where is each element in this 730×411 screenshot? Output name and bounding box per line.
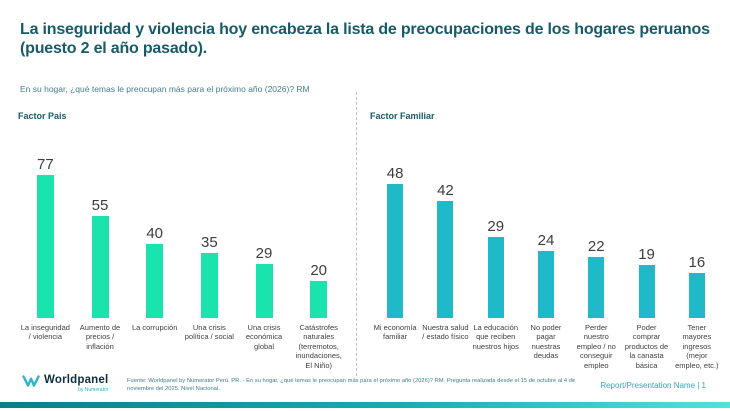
- bar: [688, 273, 705, 318]
- bar-column: 55 Aumento de precios / inflación: [73, 123, 128, 370]
- bar-value-label: 29: [255, 245, 273, 262]
- logo-sub-label: by Numerator: [78, 387, 109, 393]
- worldpanel-logo: Worldpanel by Numerator: [22, 374, 108, 393]
- category-label: Una crisis política / social: [184, 323, 234, 342]
- bar-wrap: 77: [36, 123, 54, 318]
- bar-column: 29 Una crisis económica global: [237, 123, 292, 370]
- category-label: Una crisis económica global: [245, 323, 283, 351]
- bars-row: 77 La inseguridad / violencia 55 Aumento de…: [18, 123, 346, 370]
- bar: [638, 265, 655, 318]
- bottom-accent-bar: [0, 402, 730, 408]
- bar: [537, 251, 554, 318]
- worldpanel-logo-icon: [22, 374, 40, 393]
- panel-divider: [356, 92, 357, 376]
- bar-wrap: 35: [200, 123, 218, 318]
- bar-column: 42 Nuestra salud / estado físico: [420, 123, 470, 370]
- bar-column: 22 Perder nuestro empleo / no conseguir e…: [571, 123, 621, 370]
- bar-value-label: 35: [201, 234, 218, 251]
- bar-wrap: 16: [688, 123, 705, 318]
- category-label: Poder comprar productos de la canasta bá…: [624, 323, 669, 370]
- logo-main-label: Worldpanel: [44, 374, 109, 386]
- bar-column: 20 Catástrofes naturales (terremotos, inu…: [291, 123, 346, 370]
- bar: [487, 237, 504, 318]
- bar: [437, 201, 454, 318]
- chart-title-factor-familiar: Factor Familiar: [370, 111, 435, 121]
- bars-row: 48 Mi economía familiar 42 Nuestra salud / …: [370, 123, 722, 370]
- bar: [387, 184, 404, 318]
- bar-column: 16 Tener mayores ingresos (mejor empleo, …: [672, 123, 722, 370]
- bar-wrap: 55: [91, 123, 109, 318]
- bar-wrap: 22: [588, 123, 605, 318]
- category-label: Mi economía familiar: [373, 323, 417, 342]
- bar-value-label: 40: [146, 225, 164, 242]
- bar-value-label: 19: [638, 246, 655, 263]
- source-footnote: Fuente: Worldpanel by Numerator Perú. PR…: [127, 378, 576, 393]
- bar-column: 40 La corrupción: [127, 123, 182, 370]
- bar-value-label: 55: [91, 197, 109, 214]
- bar-column: 19 Poder comprar productos de la canasta …: [621, 123, 671, 370]
- chart-title-factor-pais: Factor Pais: [18, 111, 67, 121]
- bar-value-label: 22: [587, 238, 605, 255]
- bar: [36, 175, 54, 318]
- category-label: Perder nuestro empleo / no conseguir emp…: [576, 323, 616, 370]
- category-label: No poder pagar nuestras deudas: [530, 323, 562, 361]
- bar-column: 29 La educación que reciben nuestros hijo…: [471, 123, 521, 370]
- factor-pais-chart: Factor Pais 77 La inseguridad / violencia…: [0, 103, 356, 370]
- bar-value-label: 42: [437, 182, 454, 199]
- bar-value-label: 20: [310, 262, 328, 279]
- bar-wrap: 40: [146, 123, 164, 318]
- bar: [146, 244, 164, 318]
- factor-familiar-chart: Factor Familiar 48 Mi economía familiar 42…: [356, 103, 730, 370]
- bar: [91, 216, 109, 318]
- bar-column: 24 No poder pagar nuestras deudas: [521, 123, 571, 370]
- category-label: La inseguridad / violencia: [20, 323, 70, 342]
- bar-value-label: 77: [36, 156, 54, 173]
- page-label: Report/Presentation Name | 1: [600, 381, 706, 390]
- bar: [255, 264, 273, 318]
- bar-value-label: 24: [537, 232, 555, 249]
- category-label: Tener mayores ingresos (mejor empleo, et…: [675, 323, 719, 370]
- slide-title: La inseguridad y violencia hoy encabeza …: [20, 21, 710, 58]
- bar-value-label: 48: [386, 165, 404, 182]
- bar-column: 77 La inseguridad / violencia: [18, 123, 73, 370]
- category-label: La educación que reciben nuestros hijos: [472, 323, 519, 351]
- bar-wrap: 19: [638, 123, 655, 318]
- bar-wrap: 29: [487, 123, 504, 318]
- bar-column: 35 Una crisis política / social: [182, 123, 237, 370]
- bar: [588, 257, 605, 318]
- bar-wrap: 20: [310, 123, 328, 318]
- bar-wrap: 29: [255, 123, 273, 318]
- slide-subtitle: En su hogar, ¿qué temas le preocupan más…: [20, 84, 310, 94]
- category-label: Aumento de precios / inflación: [79, 323, 121, 351]
- bar-wrap: 42: [437, 123, 454, 318]
- charts-area: Factor Pais 77 La inseguridad / violencia…: [0, 103, 730, 370]
- bar-value-label: 16: [688, 254, 706, 271]
- bar-wrap: 24: [537, 123, 555, 318]
- worldpanel-logo-text: Worldpanel by Numerator: [44, 374, 108, 393]
- bar: [310, 281, 328, 318]
- bar-value-label: 29: [487, 218, 505, 235]
- bar-column: 48 Mi economía familiar: [370, 123, 420, 370]
- bar-wrap: 48: [386, 123, 404, 318]
- bar: [200, 253, 218, 318]
- category-label: Nuestra salud / estado físico: [422, 323, 469, 342]
- category-label: La corrupción: [131, 323, 178, 332]
- category-label: Catástrofes naturales (terremotos, inund…: [295, 323, 342, 370]
